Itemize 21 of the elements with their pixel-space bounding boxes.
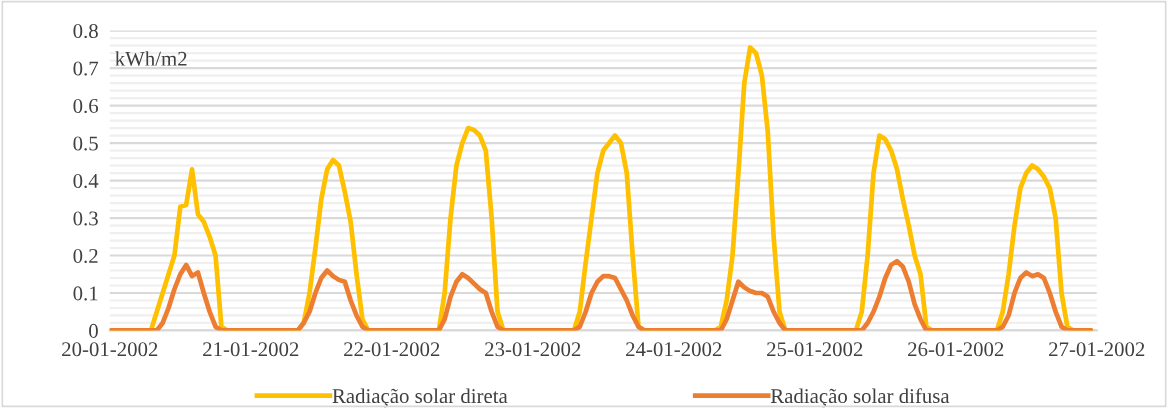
y-tick-label: 0 xyxy=(89,323,98,338)
annotation: kWh/m2 xyxy=(115,51,187,66)
x-tick-label: 26-01-2002 xyxy=(908,342,1004,357)
x-tick-label: 21-01-2002 xyxy=(203,342,299,357)
y-tick-label: 0.7 xyxy=(73,61,99,76)
y-tick-label: 0.8 xyxy=(73,23,98,39)
y-tick-label: 0.2 xyxy=(73,248,98,264)
y-tick-label: 0.3 xyxy=(73,211,98,226)
legend-label: Radiação solar difusa xyxy=(770,388,950,408)
x-tick-label: 20-01-2002 xyxy=(62,342,158,357)
y-tick-label: 0.6 xyxy=(73,98,99,114)
x-tick-label: 27-01-2002 xyxy=(1049,342,1145,357)
x-tick-label: 25-01-2002 xyxy=(767,342,863,357)
legend-label: Radiação solar direta xyxy=(332,388,508,408)
y-tick-label: 0.1 xyxy=(73,286,98,301)
line-series xyxy=(109,258,1094,331)
x-tick-label: 23-01-2002 xyxy=(485,342,581,357)
x-tick-label: 24-01-2002 xyxy=(626,342,722,357)
x-tick-label: 22-01-2002 xyxy=(344,342,440,357)
y-tick-label: 0.4 xyxy=(73,173,99,189)
y-tick-label: 0.5 xyxy=(73,136,98,151)
